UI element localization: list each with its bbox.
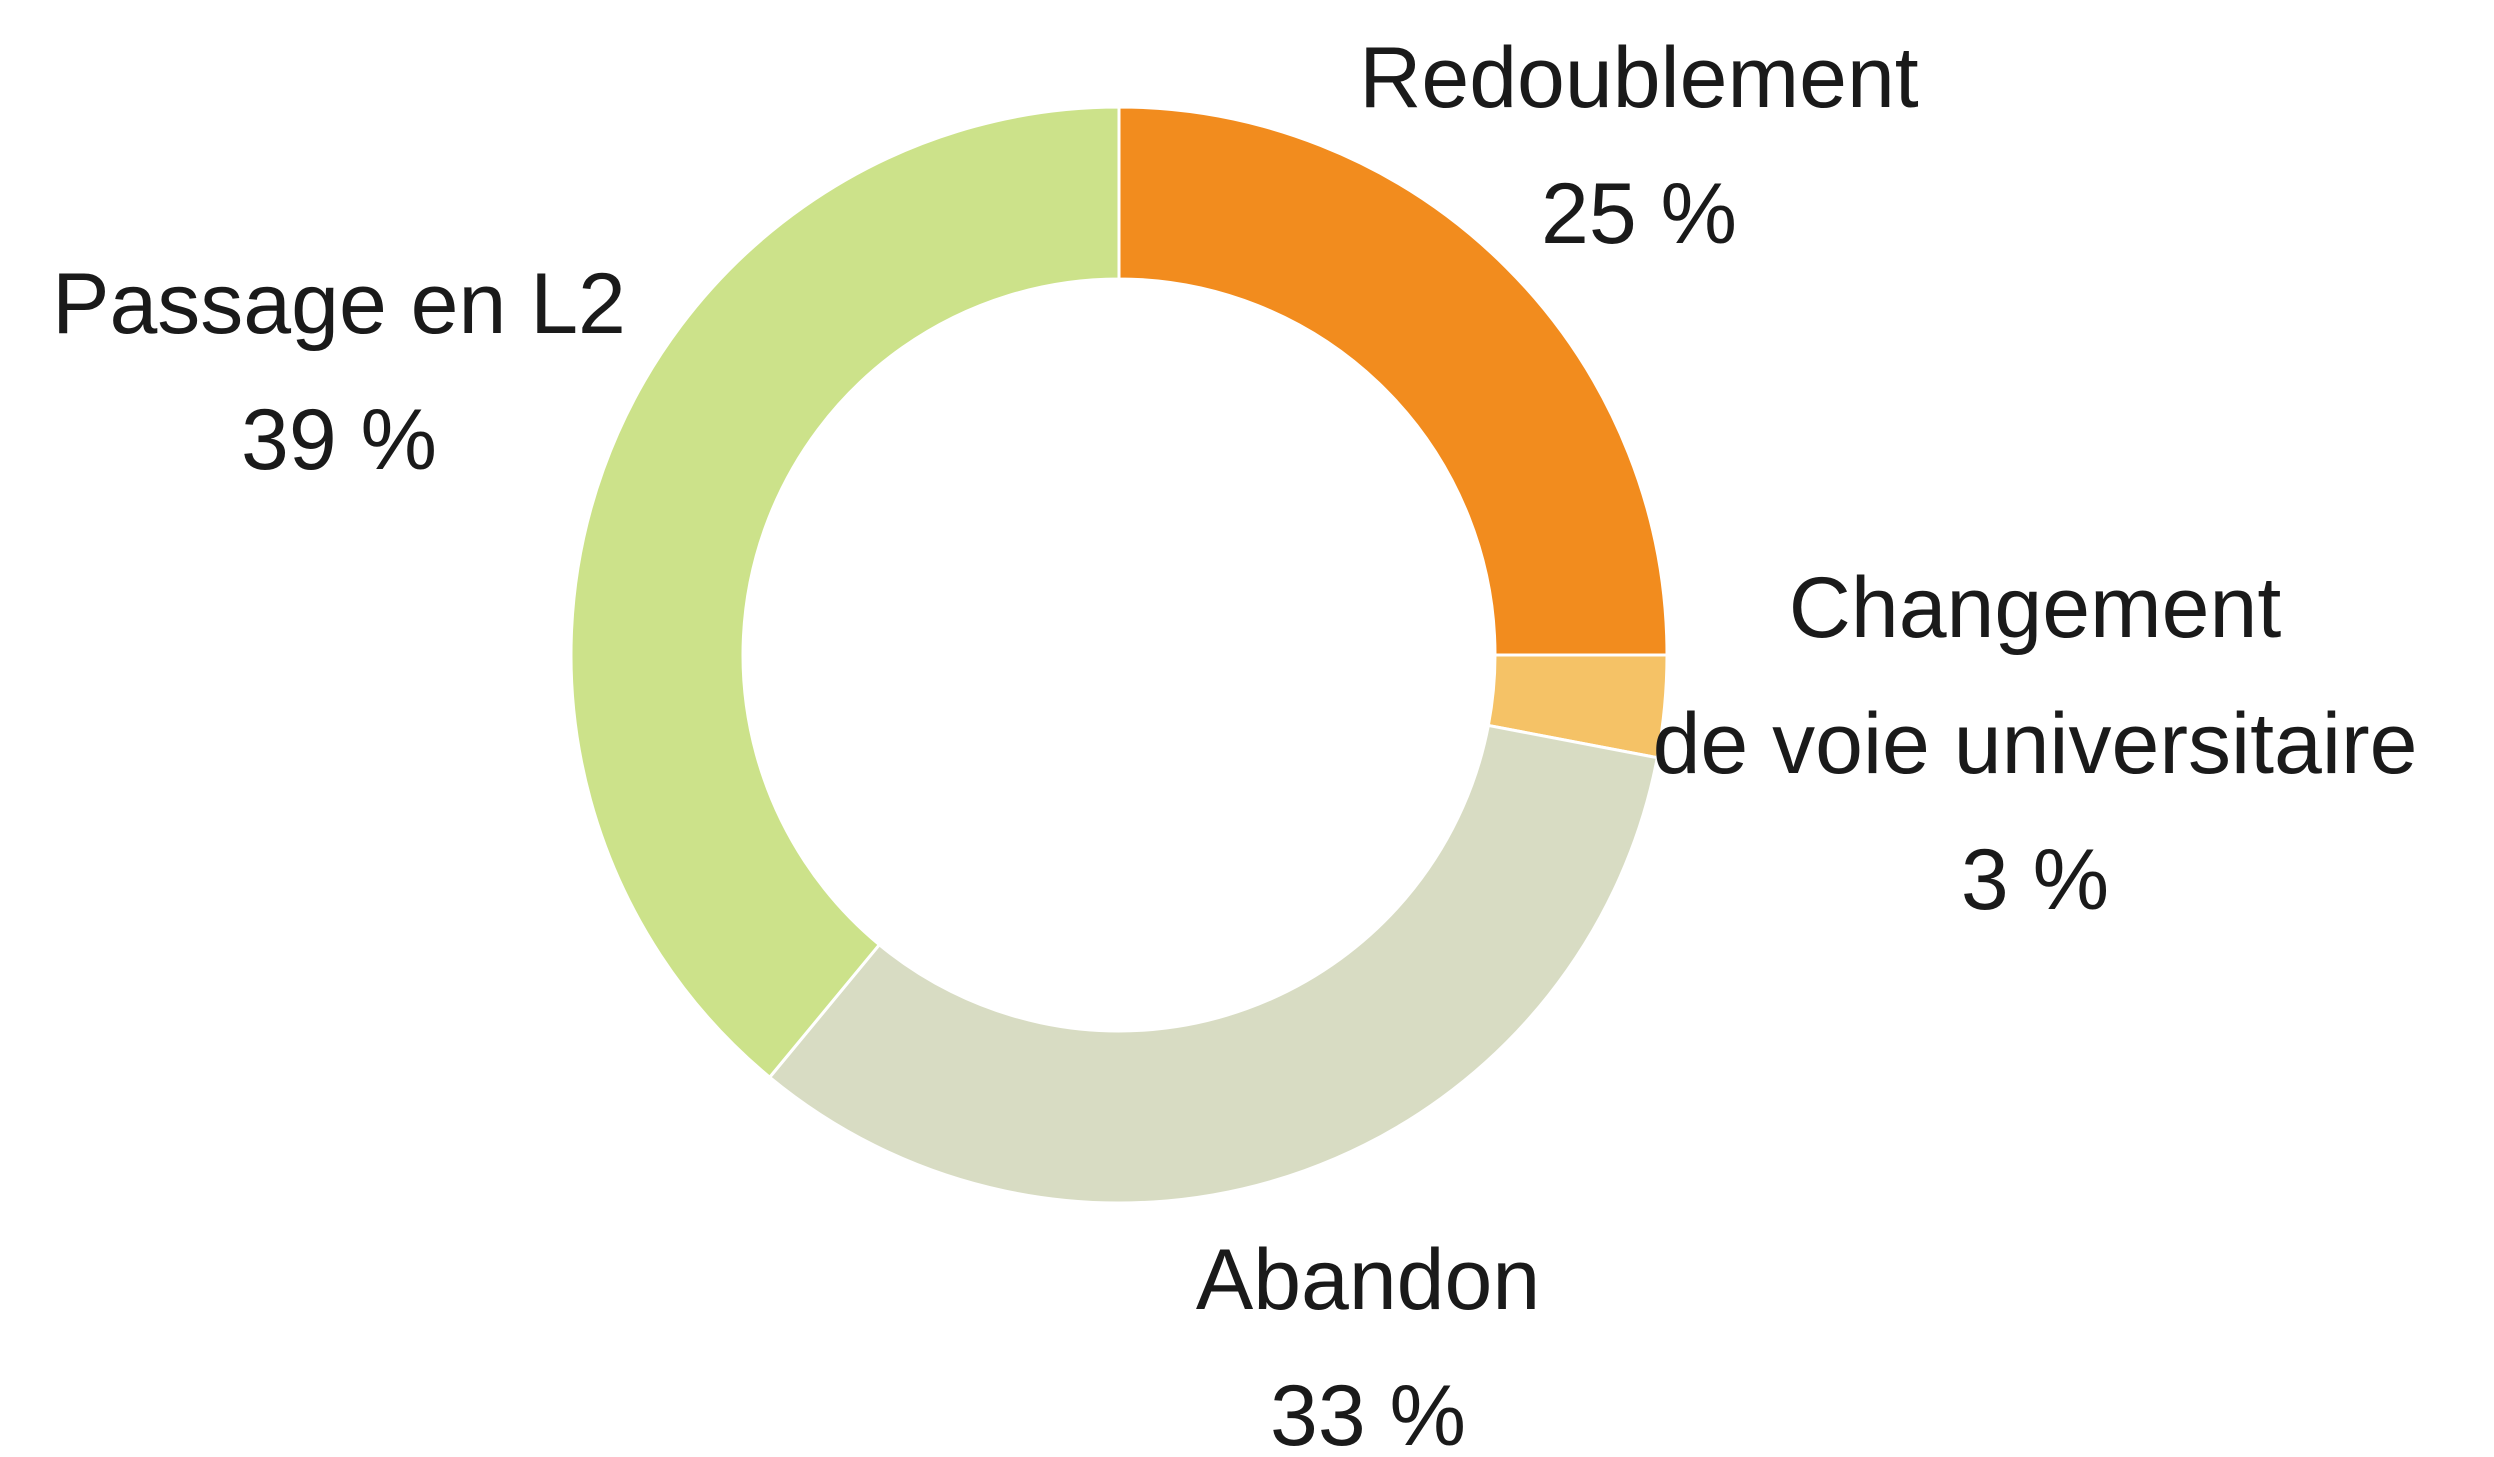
value-label: 25 %: [1540, 166, 1738, 262]
value-label: 39 %: [240, 392, 438, 488]
donut-slice: [569, 105, 1121, 1080]
donut-slice: [1117, 105, 1669, 657]
donut-slice: [767, 723, 1660, 1205]
category-label: Changement de voie universitaire: [1652, 560, 2418, 792]
value-label: 3 %: [1960, 832, 2110, 928]
slice-label: Redoublement 25 %: [1139, 10, 2139, 282]
slice-label: Abandon 33 %: [868, 1212, 1868, 1457]
slice-label: Passage en L2 39 %: [0, 236, 839, 508]
slice-label: Changement de voie universitaire 3 %: [1535, 540, 2494, 948]
category-label: Redoublement: [1359, 30, 1919, 126]
category-label: Passage en L2: [52, 256, 626, 352]
value-label: 33 %: [1269, 1368, 1467, 1457]
category-label: Abandon: [1195, 1232, 1541, 1328]
